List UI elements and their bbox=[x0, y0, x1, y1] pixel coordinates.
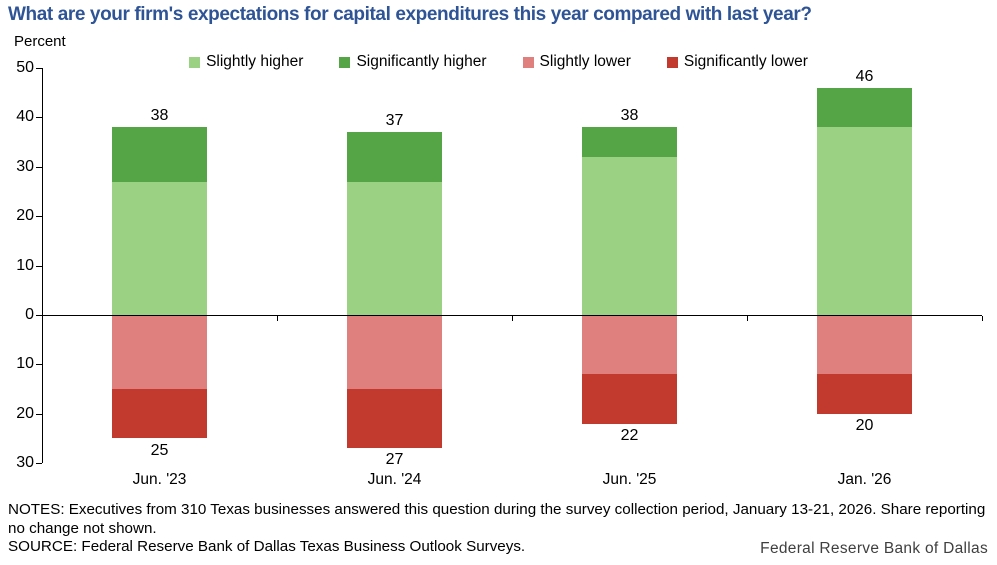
legend-label: Slightly higher bbox=[206, 53, 304, 70]
bar-total-label-negative: 25 bbox=[150, 441, 169, 459]
bar-segment-significantly-higher bbox=[582, 127, 677, 157]
legend-label: Significantly higher bbox=[356, 53, 487, 70]
bar-total-label-negative: 22 bbox=[620, 426, 639, 444]
legend-item: Significantly higher bbox=[339, 53, 487, 71]
x-axis-tick bbox=[277, 316, 278, 321]
bar-segment-slightly-higher bbox=[112, 181, 207, 315]
y-tick-label: 30 bbox=[16, 454, 34, 472]
bar-total-label-positive: 46 bbox=[855, 67, 874, 85]
x-axis-tick bbox=[512, 316, 513, 321]
bar-segment-slightly-lower bbox=[347, 315, 442, 390]
y-axis-tick bbox=[36, 413, 42, 415]
bar-segment-significantly-higher bbox=[817, 87, 912, 128]
category-label: Jun. '24 bbox=[367, 471, 422, 488]
y-tick-label: 10 bbox=[16, 256, 34, 274]
bar-segment-slightly-lower bbox=[817, 315, 912, 375]
bar-segment-slightly-lower bbox=[582, 315, 677, 375]
y-axis-line bbox=[42, 68, 43, 464]
bar-segment-slightly-higher bbox=[347, 181, 442, 315]
bar-total-label-negative: 20 bbox=[855, 416, 874, 434]
y-axis-unit-label: Percent bbox=[14, 33, 66, 50]
bar-segment-significantly-lower bbox=[347, 389, 442, 449]
bar-segment-significantly-lower bbox=[817, 374, 912, 414]
zero-line bbox=[42, 315, 982, 316]
legend-item: Significantly lower bbox=[666, 53, 808, 71]
legend-swatch-icon bbox=[189, 56, 201, 68]
y-tick-label: 50 bbox=[16, 59, 34, 76]
y-tick-label: 30 bbox=[16, 157, 34, 175]
legend-swatch-icon bbox=[339, 56, 351, 68]
y-tick-label: 20 bbox=[16, 404, 34, 422]
legend-label: Significantly lower bbox=[683, 53, 808, 70]
y-axis-tick bbox=[36, 265, 42, 267]
bar-segment-significantly-lower bbox=[112, 389, 207, 439]
bar-total-label-negative: 27 bbox=[385, 451, 404, 469]
y-axis-tick bbox=[36, 463, 42, 465]
y-axis-tick bbox=[36, 364, 42, 366]
bar-total-label-positive: 38 bbox=[620, 107, 639, 125]
category-label: Jun. '23 bbox=[132, 471, 187, 488]
y-axis-tick bbox=[36, 117, 42, 119]
x-axis-tick bbox=[747, 316, 748, 321]
bar-segment-slightly-lower bbox=[112, 315, 207, 390]
y-axis-tick bbox=[36, 68, 42, 69]
y-axis-tick bbox=[36, 166, 42, 168]
category-label: Jun. '25 bbox=[602, 471, 657, 488]
y-axis-tick bbox=[36, 216, 42, 218]
bar-total-label-positive: 38 bbox=[150, 107, 169, 125]
legend-swatch-icon bbox=[522, 56, 534, 68]
bar-segment-significantly-higher bbox=[112, 127, 207, 182]
bar-segment-slightly-higher bbox=[582, 156, 677, 315]
chart-source: SOURCE: Federal Reserve Bank of Dallas T… bbox=[8, 538, 526, 555]
bar-segment-significantly-higher bbox=[347, 132, 442, 182]
legend-swatch-icon bbox=[666, 56, 678, 68]
y-tick-label: 10 bbox=[16, 355, 34, 373]
bar-total-label-positive: 37 bbox=[385, 112, 404, 130]
legend-item: Slightly lower bbox=[522, 53, 631, 71]
category-label: Jan. '26 bbox=[837, 471, 892, 488]
y-tick-label: 0 bbox=[25, 306, 34, 323]
footer-brand: Federal Reserve Bank of Dallas bbox=[760, 540, 988, 557]
chart-notes: NOTES: Executives from 310 Texas busines… bbox=[8, 501, 986, 537]
chart-title: What are your firm's expectations for ca… bbox=[8, 4, 812, 25]
y-tick-label: 20 bbox=[16, 207, 34, 225]
bar-segment-significantly-lower bbox=[582, 374, 677, 424]
x-axis-tick bbox=[982, 316, 983, 321]
legend-item: Slightly higher bbox=[189, 53, 303, 71]
chart-legend: Slightly higher Significantly higher Sligh… bbox=[0, 53, 997, 71]
y-tick-label: 40 bbox=[16, 108, 34, 126]
legend-label: Slightly lower bbox=[539, 53, 631, 70]
bar-segment-slightly-higher bbox=[817, 127, 912, 315]
y-axis-tick bbox=[36, 315, 42, 316]
